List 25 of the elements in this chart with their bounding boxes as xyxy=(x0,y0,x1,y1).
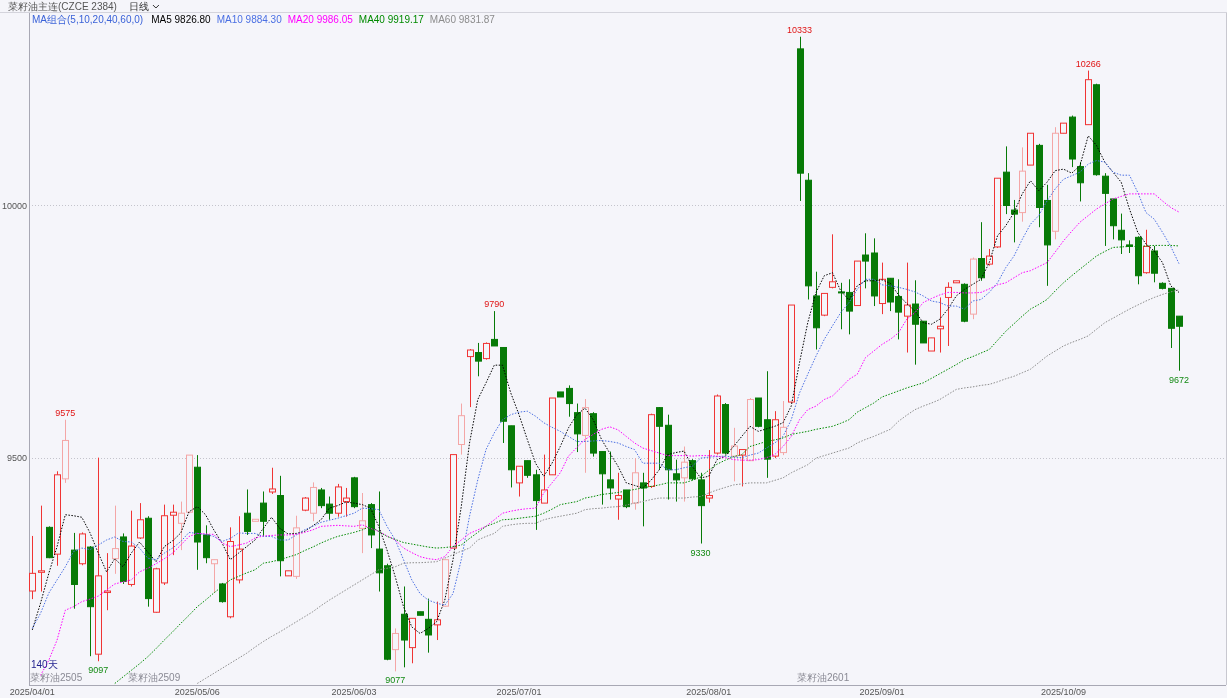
x-tick-label: 2025/06/03 xyxy=(331,687,377,697)
annotation: 10266 xyxy=(1075,58,1101,69)
annotation: 9790 xyxy=(484,299,505,310)
legend-title: MA组合(5,10,20,40,60,0) xyxy=(32,14,144,25)
annotation: 菜籽油2505 xyxy=(30,672,83,683)
chart-title: 菜籽油主连(CZCE 2384) xyxy=(8,1,117,12)
annotation: 9077 xyxy=(385,675,406,686)
x-tick-label: 2025/05/06 xyxy=(174,687,220,697)
annotation: 9097 xyxy=(88,665,109,676)
chart-subtitle: 日线 xyxy=(128,1,149,12)
x-tick-label: 2025/10/09 xyxy=(1040,687,1087,697)
legend: MA5 9826.80 MA10 9884.30 MA20 9986.05 MA40 9919.17 MA60 9831.87 xyxy=(151,14,495,25)
annotation: 10333 xyxy=(786,24,813,35)
annotation: 140天 xyxy=(31,659,58,670)
annotation: 9575 xyxy=(55,407,76,418)
annotation: 9672 xyxy=(1168,374,1189,385)
annotation: 9330 xyxy=(690,547,711,558)
x-tick-label: 2025/09/01 xyxy=(859,687,905,697)
annotation: 菜籽油2509 xyxy=(128,672,181,683)
annotation: 菜籽油2601 xyxy=(797,672,850,683)
x-tick-label: 2025/08/01 xyxy=(686,687,732,697)
x-tick-label: 2025/07/01 xyxy=(496,687,542,697)
x-tick-label: 2025/04/01 xyxy=(9,687,55,697)
y-tick-label: 10000 xyxy=(1,200,27,211)
y-tick-label: 9500 xyxy=(6,453,27,464)
